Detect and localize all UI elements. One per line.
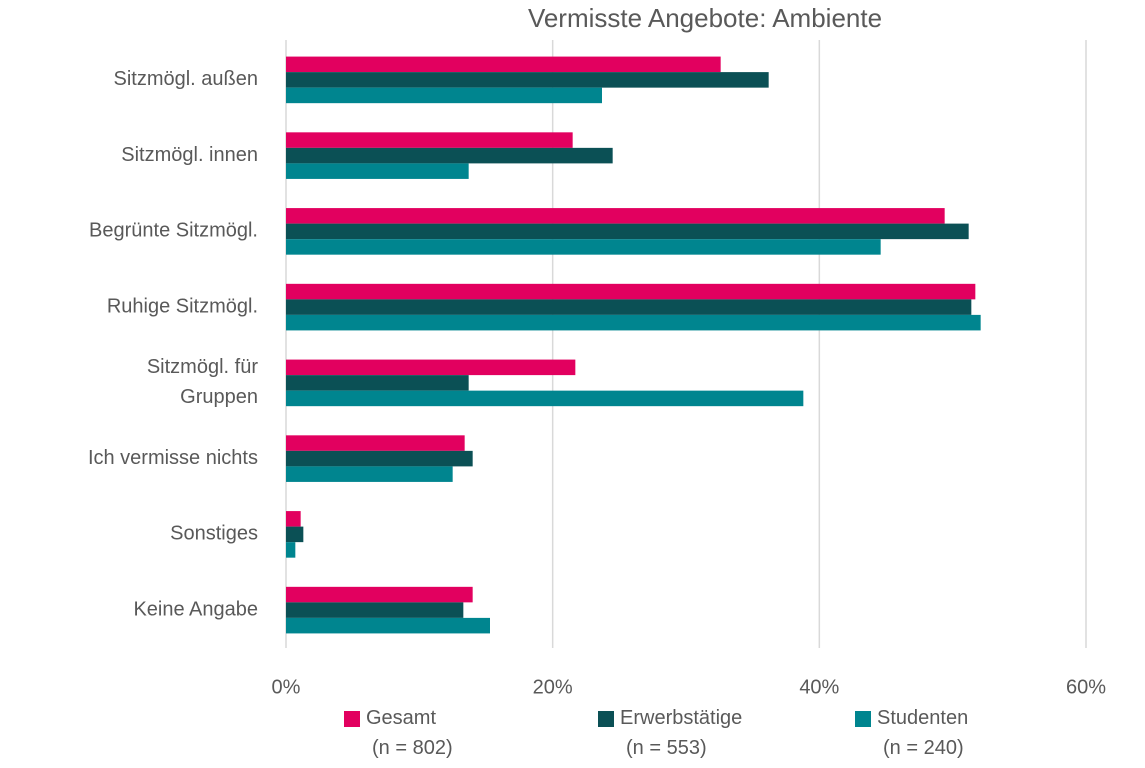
bar bbox=[286, 511, 301, 527]
bar bbox=[286, 602, 464, 618]
bar bbox=[286, 359, 576, 376]
bar bbox=[286, 450, 473, 467]
bar bbox=[286, 56, 721, 73]
y-tick-label: Ruhige Sitzmögl. bbox=[107, 295, 258, 317]
bar bbox=[286, 147, 613, 164]
bar bbox=[286, 299, 972, 315]
x-tick-label: 0% bbox=[272, 676, 301, 698]
bar bbox=[286, 375, 469, 391]
bar bbox=[286, 163, 469, 179]
y-tick-label: Sitzmögl. außen bbox=[113, 68, 258, 90]
x-tick-label: 40% bbox=[799, 676, 839, 698]
legend-swatch bbox=[344, 711, 360, 727]
bar bbox=[286, 314, 981, 331]
y-tick-label: Ich vermisse nichts bbox=[88, 447, 258, 469]
chart-title: Vermisste Angebote: Ambiente bbox=[528, 3, 882, 33]
bar bbox=[286, 542, 296, 558]
bar bbox=[286, 283, 976, 300]
bar bbox=[286, 223, 969, 240]
bar bbox=[286, 72, 769, 88]
bar bbox=[286, 526, 304, 543]
bar bbox=[286, 239, 881, 255]
legend-label: Gesamt (n = 802) bbox=[366, 707, 453, 759]
bar bbox=[286, 617, 490, 634]
bar bbox=[286, 466, 453, 482]
y-tick-label: Sonstiges bbox=[170, 523, 258, 545]
bar bbox=[286, 586, 473, 603]
bar bbox=[286, 435, 465, 451]
legend-swatch bbox=[855, 711, 871, 727]
bar bbox=[286, 208, 945, 224]
bar bbox=[286, 132, 573, 148]
y-tick-label: Keine Angabe bbox=[133, 598, 258, 620]
y-tick-label: Begrünte Sitzmögl. bbox=[89, 220, 258, 242]
y-tick-label: Sitzmögl. innen bbox=[121, 144, 258, 166]
y-tick-label: Sitzmögl. für Gruppen bbox=[147, 356, 258, 408]
legend-label: Studenten (n = 240) bbox=[877, 707, 968, 759]
bar bbox=[286, 390, 804, 407]
x-tick-label: 20% bbox=[533, 676, 573, 698]
x-tick-label: 60% bbox=[1066, 676, 1106, 698]
legend-swatch bbox=[598, 711, 614, 727]
bar bbox=[286, 87, 602, 104]
legend-label: Erwerbstätige (n = 553) bbox=[620, 707, 742, 759]
